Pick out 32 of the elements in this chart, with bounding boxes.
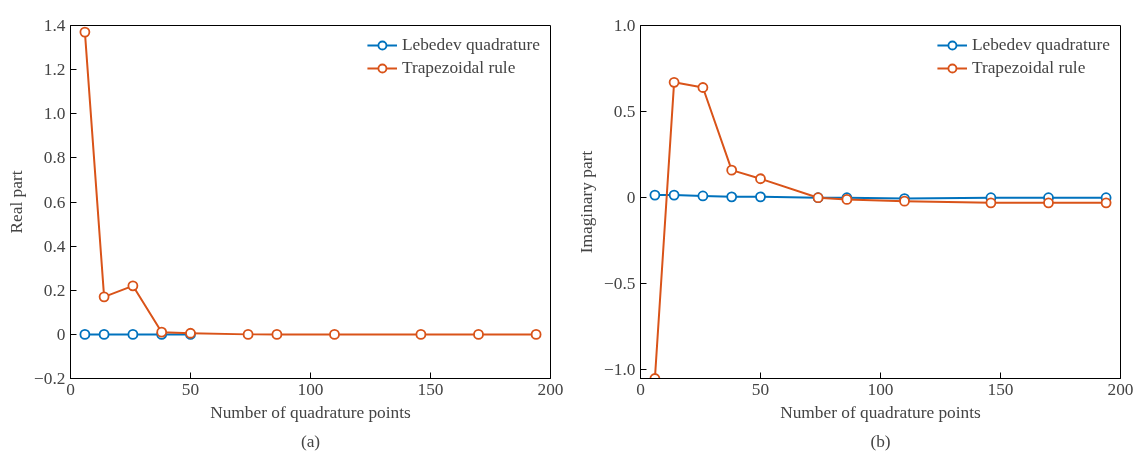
y-tick-label: −0.2	[34, 369, 66, 388]
legend-label: Trapezoidal rule	[401, 58, 516, 78]
legend-label: Trapezoidal rule	[971, 58, 1086, 78]
legend-label: Lebedev quadrature	[401, 35, 540, 55]
y-tick-label: −0.5	[604, 274, 636, 294]
y-tick-label: 1.2	[43, 60, 66, 80]
x-tick-label: 150	[987, 379, 1014, 399]
text: (a)	[300, 431, 321, 451]
x-tick-label: 50	[751, 379, 770, 399]
y-tick-label: 1.4	[43, 16, 66, 35]
y-tick-label: 0	[56, 324, 66, 344]
y-tick-label: 0.5	[613, 102, 636, 122]
x-tick-label: 100	[297, 379, 324, 399]
legend-label: Lebedev quadrature	[971, 35, 1110, 55]
x-tick-label: 50	[181, 379, 200, 399]
y-tick-label: 1.0	[613, 16, 636, 35]
x-axis-title: Number of quadrature points	[210, 402, 412, 422]
text: (b)	[870, 431, 891, 451]
x-tick-label: 100	[867, 379, 894, 399]
x-tick-label: 200	[1107, 379, 1134, 399]
y-axis-title: Real part	[7, 170, 27, 234]
y-tick-label: −1.0	[604, 360, 636, 380]
y-tick-label: 0.4	[43, 236, 66, 256]
x-tick-label: 200	[537, 379, 564, 399]
y-tick-label: 0.2	[43, 280, 66, 300]
y-axis-title: Imaginary part	[577, 150, 597, 254]
y-tick-label: 0.8	[43, 148, 66, 168]
x-axis-title: Number of quadrature points	[780, 402, 982, 422]
y-tick-label: 0	[626, 188, 636, 208]
y-tick-label: 1.0	[43, 104, 66, 124]
y-tick-label: 0.6	[43, 192, 66, 212]
x-tick-label: 150	[417, 379, 444, 399]
